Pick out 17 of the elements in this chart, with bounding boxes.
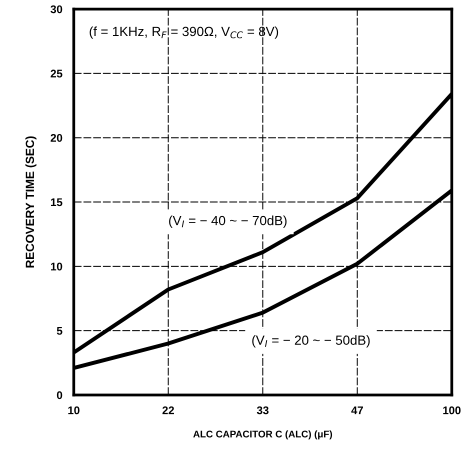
x-tick-label: 47 [351, 406, 363, 414]
y-tick-label: 25 [50, 70, 62, 78]
y-tick-label: 20 [50, 134, 62, 142]
series-label: (V$_{I}$ = − 20 ~ − 50dB) [252, 335, 370, 348]
y-tick-label: 30 [50, 5, 62, 14]
annotation: (f = 1KHz, R$_{F}$ = 390Ω, V$_{CC}$ = 8V) [90, 26, 278, 39]
y-tick-label: 15 [50, 198, 62, 206]
x-tick-label: 100 [443, 406, 461, 414]
y-tick-label: 0 [56, 391, 62, 400]
y-tick-label: 5 [56, 327, 62, 335]
series-label: (V$_{I}$ = − 40 ~ − 70dB) [169, 216, 287, 228]
y-axis-title: RECOVERY TIME (SEC) [25, 136, 36, 268]
x-tick-label: 10 [68, 406, 80, 414]
y-tick-label: 10 [50, 262, 62, 270]
x-tick-label: 33 [256, 406, 269, 414]
x-tick-label: 22 [162, 406, 174, 414]
x-axis-title: ALC CAPACITOR C (ALC) (μF) [193, 430, 332, 440]
